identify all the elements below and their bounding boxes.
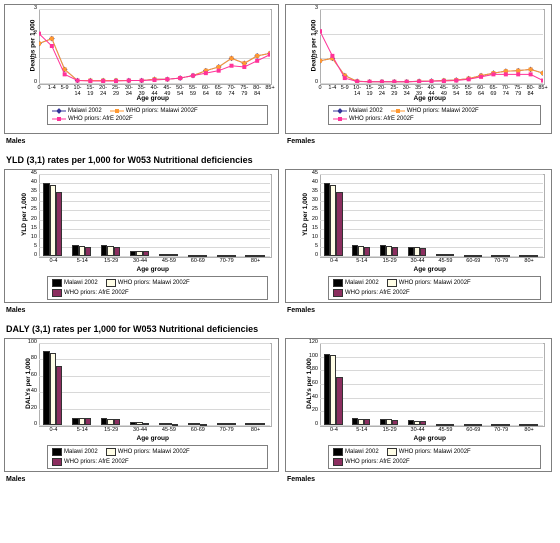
deaths-female-chart: 012301-45-910-1415-1920-2425-2930-3435-3… xyxy=(285,4,552,134)
gender-row-1: Males Females xyxy=(4,136,560,149)
males-label-2: Males xyxy=(6,307,279,314)
deaths-row: 012301-45-910-1415-1920-2425-2930-3435-3… xyxy=(4,4,560,134)
males-label-3: Males xyxy=(6,476,279,483)
gender-row-3: Males Females xyxy=(4,474,560,487)
yld-female-chart: 0510152025303540450-45-1415-2930-4445-59… xyxy=(285,169,552,303)
gender-row-2: Males Females xyxy=(4,305,560,318)
daly-row: 0204060801000-45-1415-2930-4445-5960-697… xyxy=(4,338,560,472)
females-label-2: Females xyxy=(287,307,552,314)
yld-row: 0510152025303540450-45-1415-2930-4445-59… xyxy=(4,169,560,303)
yld-male-chart: 0510152025303540450-45-1415-2930-4445-59… xyxy=(4,169,279,303)
females-label-3: Females xyxy=(287,476,552,483)
deaths-male-chart: 012301-45-910-1415-1920-2425-2930-3435-3… xyxy=(4,4,279,134)
daly-title: DALY (3,1) rates per 1,000 for W053 Nutr… xyxy=(6,324,560,334)
males-label: Males xyxy=(6,138,279,145)
females-label: Females xyxy=(287,138,552,145)
yld-title: YLD (3,1) rates per 1,000 for W053 Nutri… xyxy=(6,155,560,165)
daly-female-chart: 0204060801001200-45-1415-2930-4445-5960-… xyxy=(285,338,552,472)
daly-male-chart: 0204060801000-45-1415-2930-4445-5960-697… xyxy=(4,338,279,472)
